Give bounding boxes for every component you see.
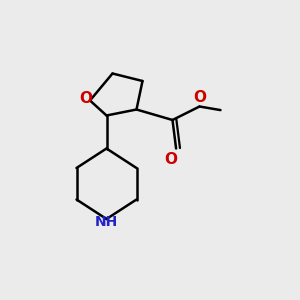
Text: O: O	[194, 90, 207, 105]
Text: O: O	[79, 91, 92, 106]
Text: NH: NH	[95, 215, 118, 229]
Text: O: O	[164, 152, 177, 166]
